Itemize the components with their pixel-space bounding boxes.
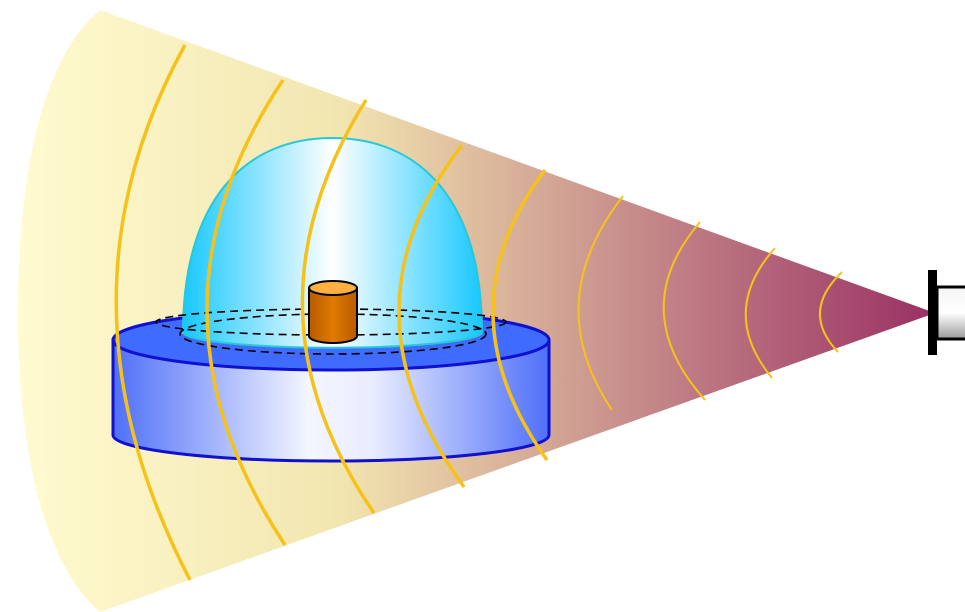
wavefront-arc (205, 79, 287, 546)
wavefront-arc (491, 168, 549, 462)
target-sample (308, 280, 358, 344)
wavefronts-inner (577, 195, 843, 411)
dome-shell (181, 136, 484, 349)
wavefront-arc (662, 221, 706, 401)
transmitter (928, 270, 965, 355)
transmitter-body (935, 285, 965, 341)
wavefront-arc (818, 271, 843, 353)
dome (155, 136, 507, 355)
wavefront-arc (300, 99, 376, 514)
wavefront-arc (114, 44, 192, 581)
wavefronts-outer (114, 44, 549, 581)
wavefront-arc (397, 143, 466, 489)
wavefront-arc (744, 247, 776, 379)
wavefront-arc (577, 195, 624, 411)
target-sample-top (308, 280, 358, 296)
transmitter-bracket (928, 270, 937, 355)
target-sample-side (308, 287, 358, 344)
